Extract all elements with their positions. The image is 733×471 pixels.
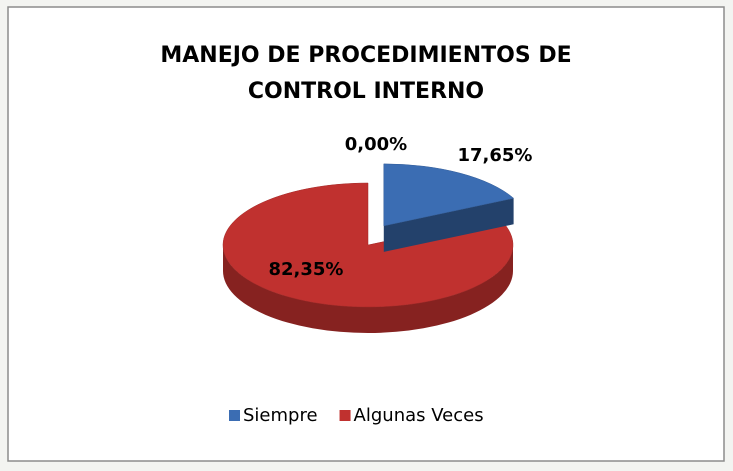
legend-label: Siempre	[243, 405, 318, 426]
slice-wall	[383, 198, 514, 252]
data-label: 0,00%	[345, 134, 407, 155]
data-label: 17,65%	[458, 145, 533, 166]
slice	[222, 182, 514, 308]
legend-swatch	[339, 410, 351, 421]
data-label: 82,35%	[269, 259, 344, 280]
slice	[383, 163, 515, 227]
legend-label: Algunas Veces	[354, 405, 484, 426]
slice-side	[223, 245, 513, 333]
legend-swatch	[229, 410, 240, 421]
chart-title: MANEJO DE PROCEDIMIENTOS DE CONTROL INTER…	[160, 43, 571, 104]
